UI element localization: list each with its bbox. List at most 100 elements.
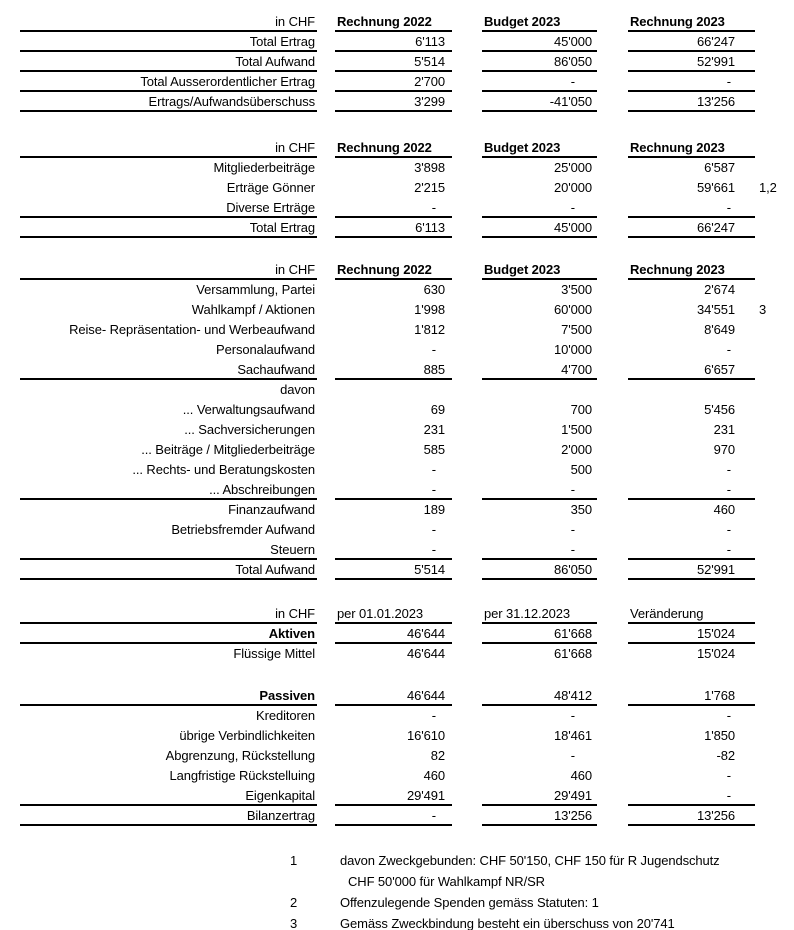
row-label: Personalaufwand <box>216 342 315 357</box>
value-cell: 45'000 <box>482 32 597 52</box>
value-cell: - <box>628 480 755 500</box>
value-cell: 69 <box>430 402 445 417</box>
footnote-marker-cell <box>755 32 793 52</box>
footnote-marker-cell <box>755 460 793 480</box>
table-row: Erträge Gönner 2'215 20'000 59'661 1,2 <box>20 178 794 198</box>
row-label: Passiven <box>20 686 317 706</box>
value-cell: 189 <box>423 502 445 517</box>
column-header: Veränderung <box>628 604 755 624</box>
value-cell: 66'247 <box>628 218 755 238</box>
footnote-marker-cell <box>755 706 793 726</box>
column-header: Rechnung 2023 <box>628 138 755 158</box>
table-bilanz: in CHF per 01.01.2023 per 31.12.2023 Veränd… <box>20 604 794 826</box>
value-cell: 460 <box>570 768 592 783</box>
value-cell <box>335 380 452 400</box>
footnote-marker-cell <box>755 158 793 178</box>
table-row: Langfristige Rückstelluing 460 460 - <box>20 766 794 786</box>
table-row: Kreditoren - - - <box>20 706 794 726</box>
footnote-text: Offenzulegende Spenden gemäss Statuten: … <box>340 895 599 910</box>
footnote-marker-cell <box>755 686 793 706</box>
header-unit-label: in CHF <box>20 138 317 158</box>
table-aufwand-detail: in CHF Rechnung 2022 Budget 2023 Rechnung 2… <box>20 260 794 580</box>
value-cell: - <box>431 342 436 357</box>
table-header-row: in CHF per 01.01.2023 per 31.12.2023 Veränd… <box>20 604 794 624</box>
footnote-number: 2 <box>290 895 298 910</box>
footnote-marker-cell <box>755 644 793 664</box>
row-label: ... Sachversicherungen <box>184 422 315 437</box>
table-header-row: in CHF Rechnung 2022 Budget 2023 Rechnung 2… <box>20 138 794 158</box>
table-ertrag-detail: in CHF Rechnung 2022 Budget 2023 Rechnung 2… <box>20 138 794 238</box>
value-cell: - <box>726 768 731 783</box>
value-cell: 7'500 <box>561 322 592 337</box>
value-cell: -82 <box>716 748 736 763</box>
footnote-number: 3 <box>290 916 298 930</box>
row-label: Finanzaufwand <box>228 502 315 517</box>
row-label: ... Rechts- und Beratungskosten <box>132 462 315 477</box>
row-label: Aktiven <box>20 624 317 644</box>
footnote-marker-cell <box>755 72 793 92</box>
value-cell: 1'812 <box>414 322 445 337</box>
value-cell: 460 <box>423 768 445 783</box>
value-cell: 60'000 <box>553 302 592 317</box>
footnote-marker-cell <box>755 440 793 460</box>
table-row: Eigenkapital 29'491 29'491 - <box>20 786 794 806</box>
row-label: ... Beiträge / Mitgliederbeiträge <box>141 442 315 457</box>
value-cell: - <box>335 806 452 826</box>
value-cell: 350 <box>570 502 592 517</box>
value-cell: 500 <box>570 462 592 477</box>
value-cell: 6'113 <box>335 32 452 52</box>
value-cell: - <box>482 540 597 560</box>
footnote-marker-cell <box>755 340 793 360</box>
value-cell: 630 <box>423 282 445 297</box>
row-label: Flüssige Mittel <box>233 646 315 661</box>
value-cell: 16'610 <box>406 728 445 743</box>
value-cell: - <box>726 342 731 357</box>
footnote-cell <box>755 12 793 32</box>
table-row: Flüssige Mittel 46'644 61'668 15'024 <box>20 644 794 664</box>
table-row: Passiven 46'644 48'412 1'768 <box>20 686 794 706</box>
row-label: Ertrags/Aufwandsüberschuss <box>20 92 317 112</box>
value-cell: 20'000 <box>553 180 592 195</box>
value-cell: 66'247 <box>628 32 755 52</box>
value-cell: - <box>335 540 452 560</box>
column-header: Budget 2023 <box>482 12 597 32</box>
value-cell: 61'668 <box>482 624 597 644</box>
footnote-cell <box>755 138 793 158</box>
row-label: Versammlung, Partei <box>196 282 315 297</box>
value-cell: 970 <box>713 442 735 457</box>
table-result-overview: in CHF Rechnung 2022 Budget 2023 Rechnung 2… <box>20 12 794 112</box>
table-row: Mitgliederbeiträge 3'898 25'000 6'587 <box>20 158 794 178</box>
value-cell: 59'661 <box>696 180 735 195</box>
footnote-number: 1 <box>290 853 298 868</box>
header-unit-label: in CHF <box>20 12 317 32</box>
column-header: per 01.01.2023 <box>335 604 452 624</box>
row-label: Bilanzertrag <box>20 806 317 826</box>
table-row: Bilanzertrag - 13'256 13'256 <box>20 806 794 826</box>
footnote-marker-cell <box>755 92 793 112</box>
column-header: Rechnung 2022 <box>335 260 452 280</box>
value-cell: - <box>570 748 575 763</box>
row-label: Total Aufwand <box>20 560 317 580</box>
footnote-marker-cell <box>755 480 793 500</box>
value-cell: 4'700 <box>482 360 597 380</box>
table-header-row: in CHF Rechnung 2022 Budget 2023 Rechnung 2… <box>20 260 794 280</box>
value-cell: 46'644 <box>406 646 445 661</box>
value-cell: 48'412 <box>482 686 597 706</box>
footnote-marker-cell <box>755 360 793 380</box>
value-cell: 231 <box>423 422 445 437</box>
footnote-marker-cell <box>755 766 793 786</box>
value-cell: 13'256 <box>482 806 597 826</box>
row-label: Mitgliederbeiträge <box>213 160 315 175</box>
value-cell: 2'674 <box>704 282 735 297</box>
value-cell: - <box>628 198 755 218</box>
row-label: Reise- Repräsentation- und Werbeaufwand <box>69 322 315 337</box>
footnote-marker-cell <box>755 806 793 826</box>
row-label: Total Ausserordentlicher Ertrag <box>20 72 317 92</box>
value-cell: - <box>726 708 731 723</box>
footnote-marker-cell <box>755 320 793 340</box>
column-header: Rechnung 2023 <box>628 12 755 32</box>
table-row: Betriebsfremder Aufwand - - - <box>20 520 794 540</box>
table-row: Wahlkampf / Aktionen 1'998 60'000 34'551 3 <box>20 300 794 320</box>
value-cell: - <box>628 540 755 560</box>
